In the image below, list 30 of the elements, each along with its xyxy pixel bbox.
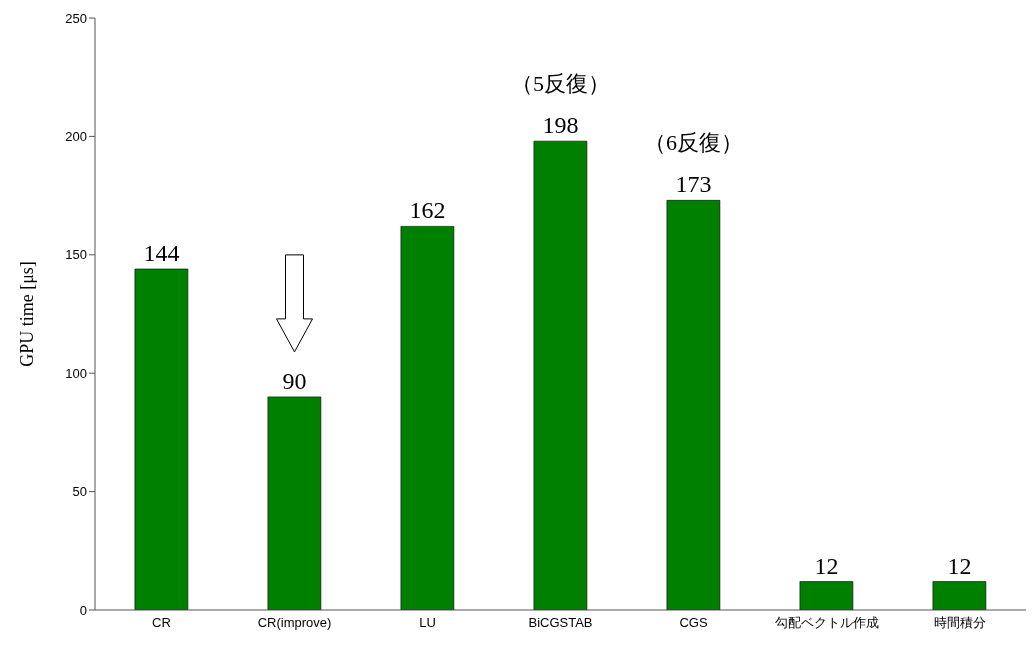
bar — [533, 140, 588, 610]
data-label: 198 — [542, 112, 579, 139]
bar — [666, 200, 721, 610]
y-tick-label: 250 — [65, 10, 87, 26]
x-tick-label: 時間積分 — [933, 615, 986, 631]
data-label: 12 — [814, 552, 839, 579]
bar — [267, 396, 322, 610]
x-tick-label: CR — [152, 615, 171, 631]
bar — [134, 268, 189, 610]
bar — [932, 581, 987, 610]
annotation: （6反復） — [644, 129, 743, 155]
y-tick-label: 100 — [65, 365, 87, 381]
y-tick-label: 0 — [79, 602, 87, 618]
y-tick-label: 200 — [65, 129, 87, 145]
y-tick-label: 50 — [72, 484, 87, 500]
x-tick-label: CGS — [679, 615, 708, 631]
x-tick-label: 勾配ベクトル作成 — [774, 615, 879, 631]
x-tick-label: CR(improve) — [257, 615, 332, 631]
data-label: 144 — [143, 240, 180, 267]
annotation: （5反復） — [511, 70, 610, 96]
y-axis-title: GPU time [μs] — [17, 261, 38, 367]
x-tick-label: BiCGSTAB — [528, 615, 593, 631]
data-label: 90 — [282, 367, 307, 394]
data-label: 162 — [409, 197, 446, 224]
y-tick-label: 150 — [65, 247, 87, 263]
data-label: 173 — [675, 171, 712, 198]
data-label: 12 — [947, 552, 972, 579]
bar — [799, 581, 854, 610]
bar — [400, 226, 455, 610]
x-tick-label: LU — [419, 615, 436, 631]
